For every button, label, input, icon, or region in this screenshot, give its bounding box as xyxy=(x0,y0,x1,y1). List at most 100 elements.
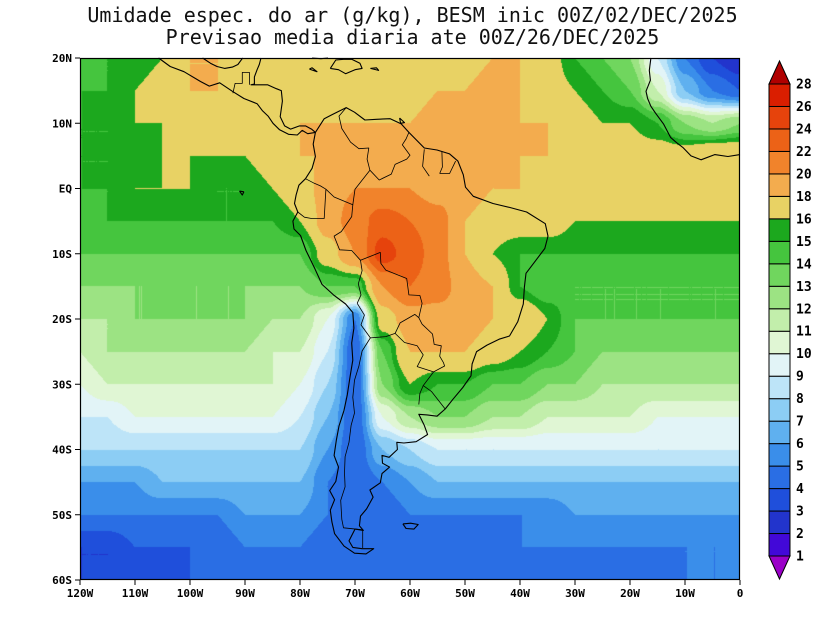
colorbar-label: 24 xyxy=(796,122,812,137)
country-border-path xyxy=(232,72,250,94)
lat-tick-label: 40S xyxy=(52,444,72,457)
colorbar-label: 16 xyxy=(796,212,812,227)
country-border-path xyxy=(439,151,443,174)
lon-tick-label: 60W xyxy=(400,587,420,600)
colorbar-segment xyxy=(768,375,791,400)
colorbar-bottom-arrow xyxy=(768,555,791,581)
lon-tick-label: 110W xyxy=(122,587,149,600)
lon-tick-label: 20W xyxy=(620,587,640,600)
colorbar-label: 13 xyxy=(796,280,812,295)
colorbar-label: 11 xyxy=(796,325,812,340)
colorbar-segment xyxy=(768,240,791,265)
colorbar-label: 5 xyxy=(796,460,804,475)
country-border-path xyxy=(305,178,327,190)
colorbar-segment xyxy=(768,308,791,332)
colorbar-segment xyxy=(768,263,791,287)
colorbar-segment xyxy=(768,330,791,355)
colorbar-label: 22 xyxy=(796,145,812,160)
lat-tick-label: 30S xyxy=(52,378,72,391)
colorbar-label: 1 xyxy=(796,550,804,565)
colorbar-segment xyxy=(768,465,791,490)
coastline-path xyxy=(370,67,380,71)
country-border-path xyxy=(421,323,446,410)
colorbar-segment xyxy=(768,510,791,535)
country-border-path xyxy=(338,107,411,181)
colorbar-segment xyxy=(768,285,791,310)
colorbar-label: 9 xyxy=(796,370,804,385)
lat-tick-label: 20N xyxy=(52,52,72,65)
lat-tick-label: 10S xyxy=(52,248,72,261)
lat-tick-label: 10N xyxy=(52,117,72,130)
country-border-path xyxy=(422,149,430,177)
colorbar-segment xyxy=(768,420,791,445)
country-border-path xyxy=(356,260,363,304)
colorbar-label: 15 xyxy=(796,235,812,250)
colorbar-label: 12 xyxy=(796,302,812,317)
coastline-path xyxy=(645,57,741,161)
country-border-path xyxy=(394,314,420,334)
colorbar-label: 8 xyxy=(796,392,804,407)
country-border-path xyxy=(340,337,371,531)
chart-subtitle: Previsao media diaria ate 00Z/26/DEC/202… xyxy=(165,25,660,49)
chart-title: Umidade espec. do ar (g/kg), BESM inic 0… xyxy=(87,3,738,27)
colorbar-segment xyxy=(768,150,791,175)
country-border-path xyxy=(297,189,327,219)
colorbar-label: 6 xyxy=(796,437,804,452)
colorbar-segment xyxy=(768,128,791,152)
colorbar-label: 14 xyxy=(796,257,812,272)
lon-tick-label: 50W xyxy=(455,587,475,600)
lon-tick-label: 70W xyxy=(345,587,365,600)
colorbar-segment xyxy=(768,173,791,197)
coastline-path xyxy=(402,522,419,530)
humidity-field-canvas xyxy=(80,58,740,580)
coastline-path xyxy=(309,67,318,73)
lon-tick-label: 10W xyxy=(675,587,695,600)
lat-tick-label: 50S xyxy=(52,509,72,522)
coastline-path xyxy=(158,57,316,136)
colorbar-label: 20 xyxy=(796,167,812,182)
colorbar-segment xyxy=(768,218,791,242)
lon-tick-label: 90W xyxy=(235,587,255,600)
colorbar-segment xyxy=(768,83,791,107)
colorbar-segment xyxy=(768,105,791,130)
country-border-path xyxy=(394,333,434,373)
country-border-path xyxy=(439,160,456,174)
country-border-path xyxy=(333,204,361,261)
colorbar-segment xyxy=(768,195,791,220)
colorbar-label: 4 xyxy=(796,482,804,497)
lon-tick-label: 30W xyxy=(565,587,585,600)
colorbar-segment xyxy=(768,533,791,557)
lon-tick-label: 0 xyxy=(737,587,744,600)
colorbar-label: 18 xyxy=(796,190,812,205)
colorbar-label: 2 xyxy=(796,527,804,542)
coastline-path xyxy=(399,117,406,124)
colorbar-label: 10 xyxy=(796,347,812,362)
colorbar-segment xyxy=(768,353,791,377)
lat-tick-label: EQ xyxy=(59,183,73,196)
lat-tick-label: 60S xyxy=(52,574,72,587)
colorbar-label: 3 xyxy=(796,505,804,520)
coastline-path xyxy=(239,190,245,196)
colorbar-segment xyxy=(768,398,791,422)
coastline-path xyxy=(292,107,549,555)
colorbar-segment xyxy=(768,443,791,467)
lon-tick-label: 120W xyxy=(67,587,94,600)
lat-tick-label: 20S xyxy=(52,313,72,326)
country-border-path xyxy=(418,385,424,405)
colorbar-label: 7 xyxy=(796,415,804,430)
country-border-path xyxy=(360,252,423,325)
coastline-path xyxy=(202,57,244,69)
coastline-path xyxy=(250,57,316,133)
lon-tick-label: 80W xyxy=(290,587,310,600)
country-border-path xyxy=(325,169,371,206)
colorbar-label: 26 xyxy=(796,100,812,115)
country-border-path xyxy=(356,303,396,339)
colorbar-segment xyxy=(768,488,791,512)
coastline-path xyxy=(329,58,363,75)
colorbar-label: 28 xyxy=(796,78,812,93)
lon-tick-label: 100W xyxy=(177,587,204,600)
colorbar-top-arrow xyxy=(768,59,791,85)
map-frame xyxy=(79,57,741,581)
